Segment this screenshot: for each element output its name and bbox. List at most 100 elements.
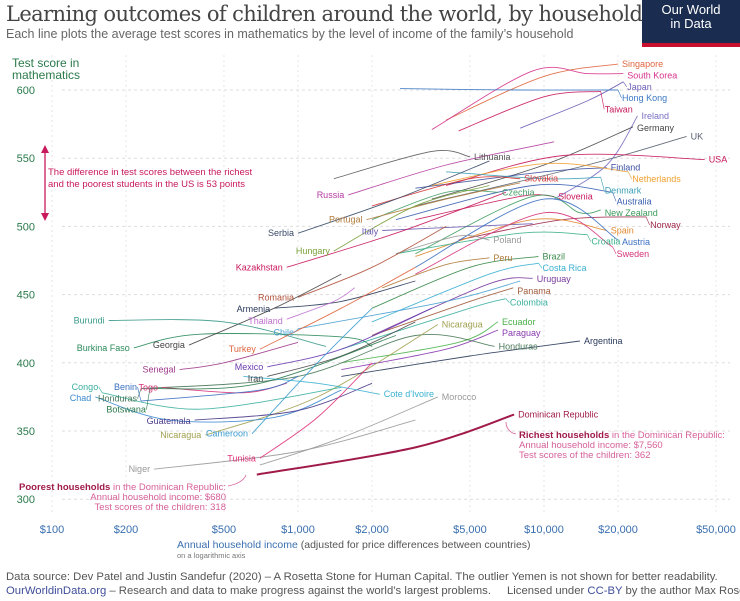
series-line-chile[interactable] <box>297 280 521 330</box>
series-line-cote-d-ivoire[interactable] <box>243 375 380 395</box>
series-label-poland[interactable]: Poland <box>493 235 521 245</box>
series-label-romania[interactable]: Romania <box>258 292 294 302</box>
series-line-georgia[interactable] <box>188 273 342 346</box>
series-line-peru[interactable] <box>382 257 490 289</box>
series-label-ecuador[interactable]: Ecuador <box>502 317 536 327</box>
series-line-lithuania[interactable] <box>333 150 470 180</box>
series-label-taiwan[interactable]: Taiwan <box>605 104 633 114</box>
series-line-croatia[interactable] <box>395 231 588 255</box>
series-line-spain[interactable] <box>415 218 607 257</box>
series-line-new-zealand[interactable] <box>415 194 601 255</box>
series-line-serbia[interactable] <box>297 160 490 234</box>
series-line-iran[interactable] <box>267 321 416 377</box>
series-label-togo[interactable]: Togo <box>138 382 158 392</box>
series-label-hungary[interactable]: Hungary <box>296 246 331 256</box>
series-label-lithuania[interactable]: Lithuania <box>474 152 511 162</box>
series-line-thailand[interactable] <box>286 287 355 320</box>
series-label-netherlands[interactable]: Netherlands <box>632 174 681 184</box>
series-line-dominican-republic[interactable] <box>256 413 515 476</box>
series-label-nicaragua[interactable]: Nicaragua <box>160 430 201 440</box>
series-label-chile[interactable]: Chile <box>273 328 294 338</box>
series-line-nicaragua[interactable] <box>205 324 439 436</box>
series-label-ireland[interactable]: Ireland <box>642 111 670 121</box>
series-line-russia[interactable] <box>348 141 555 196</box>
series-line-guatemala[interactable] <box>194 382 373 421</box>
series-line-hong-kong[interactable] <box>400 88 619 91</box>
series-label-brazil[interactable]: Brazil <box>543 251 566 261</box>
series-label-colombia[interactable]: Colombia <box>510 298 548 308</box>
series-line-ecuador[interactable] <box>341 321 499 364</box>
cc-by-link[interactable]: CC-BY <box>587 585 623 597</box>
series-line-finland[interactable] <box>415 167 607 189</box>
series-line-denmark[interactable] <box>446 171 601 180</box>
series-label-costa-rica[interactable]: Costa Rica <box>543 263 587 273</box>
series-label-uruguay[interactable]: Uruguay <box>537 274 572 284</box>
series-label-south-korea[interactable]: South Korea <box>627 71 677 81</box>
series-label-thailand[interactable]: Thailand <box>248 316 283 326</box>
series-label-benin[interactable]: Benin <box>114 382 137 392</box>
series-line-senegal[interactable] <box>179 341 299 371</box>
series-line-uruguay[interactable] <box>371 277 533 336</box>
series-label-botswana[interactable]: Botswana <box>106 405 146 415</box>
series-label-hong-kong[interactable]: Hong Kong <box>622 93 667 103</box>
series-line-costa-rica[interactable] <box>371 262 539 323</box>
series-label-slovenia[interactable]: Slovenia <box>558 191 593 201</box>
series-label-russia[interactable]: Russia <box>317 190 345 200</box>
series-label-nicaragua[interactable]: Nicaragua <box>442 320 483 330</box>
series-label-burkina-faso[interactable]: Burkina Faso <box>77 343 130 353</box>
series-label-iran[interactable]: Iran <box>248 373 264 383</box>
series-label-uk[interactable]: UK <box>691 131 704 141</box>
series-line-australia[interactable] <box>395 183 613 221</box>
series-line-turkey[interactable] <box>259 266 416 350</box>
series-line-kazakhstan[interactable] <box>286 191 507 268</box>
series-label-serbia[interactable]: Serbia <box>268 228 294 238</box>
series-label-cameroon[interactable]: Cameroon <box>206 429 248 439</box>
series-label-tunisia[interactable]: Tunisia <box>227 453 256 463</box>
series-line-tunisia[interactable] <box>259 362 373 459</box>
series-label-guatemala[interactable]: Guatemala <box>147 416 191 426</box>
series-line-south-korea[interactable] <box>431 66 624 130</box>
series-line-paraguay[interactable] <box>341 329 499 371</box>
series-label-armenia[interactable]: Armenia <box>237 304 271 314</box>
series-label-singapore[interactable]: Singapore <box>622 59 663 69</box>
series-line-brazil[interactable] <box>371 255 539 309</box>
series-label-cote-d-ivoire[interactable]: Cote d'Ivoire <box>384 389 434 399</box>
series-label-morocco[interactable]: Morocco <box>442 392 477 402</box>
series-label-paraguay[interactable]: Paraguay <box>502 328 541 338</box>
series-label-croatia[interactable]: Croatia <box>591 237 620 247</box>
series-label-niger[interactable]: Niger <box>129 464 151 474</box>
series-label-portugal[interactable]: Portugal <box>329 215 363 225</box>
series-line-burundi[interactable] <box>108 319 327 347</box>
series-label-chad[interactable]: Chad <box>70 393 92 403</box>
series-line-italy[interactable] <box>382 223 533 231</box>
series-label-peru[interactable]: Peru <box>493 253 512 263</box>
series-label-denmark[interactable]: Denmark <box>605 185 642 195</box>
series-label-georgia[interactable]: Georgia <box>153 340 185 350</box>
series-line-argentina[interactable] <box>341 340 580 377</box>
series-label-kazakhstan[interactable]: Kazakhstan <box>236 262 283 272</box>
series-label-italy[interactable]: Italy <box>362 227 379 237</box>
series-line-slovakia[interactable] <box>371 176 521 207</box>
series-label-mexico[interactable]: Mexico <box>235 362 264 372</box>
series-line-mexico[interactable] <box>267 307 432 368</box>
series-label-spain[interactable]: Spain <box>611 226 634 236</box>
series-label-slovakia[interactable]: Slovakia <box>524 174 558 184</box>
series-line-poland[interactable] <box>395 234 490 255</box>
series-label-czechia[interactable]: Czechia <box>502 187 535 197</box>
series-label-senegal[interactable]: Senegal <box>143 365 176 375</box>
series-line-honduras[interactable] <box>140 334 495 390</box>
series-line-netherlands[interactable] <box>431 162 629 186</box>
series-label-honduras[interactable]: Honduras <box>98 394 138 404</box>
series-line-panama[interactable] <box>371 287 514 336</box>
series-line-japan[interactable] <box>520 81 624 129</box>
series-label-honduras[interactable]: Honduras <box>499 341 539 351</box>
series-label-sweden[interactable]: Sweden <box>617 249 650 259</box>
series-line-singapore[interactable] <box>445 63 619 121</box>
series-line-portugal[interactable] <box>366 182 521 221</box>
owid-site-link[interactable]: OurWorldinData.org <box>6 585 107 597</box>
series-line-sweden[interactable] <box>415 212 613 275</box>
series-line-romania[interactable] <box>297 226 447 298</box>
series-line-taiwan[interactable] <box>458 90 601 132</box>
series-label-panama[interactable]: Panama <box>517 286 551 296</box>
series-line-botswana[interactable] <box>149 335 397 390</box>
